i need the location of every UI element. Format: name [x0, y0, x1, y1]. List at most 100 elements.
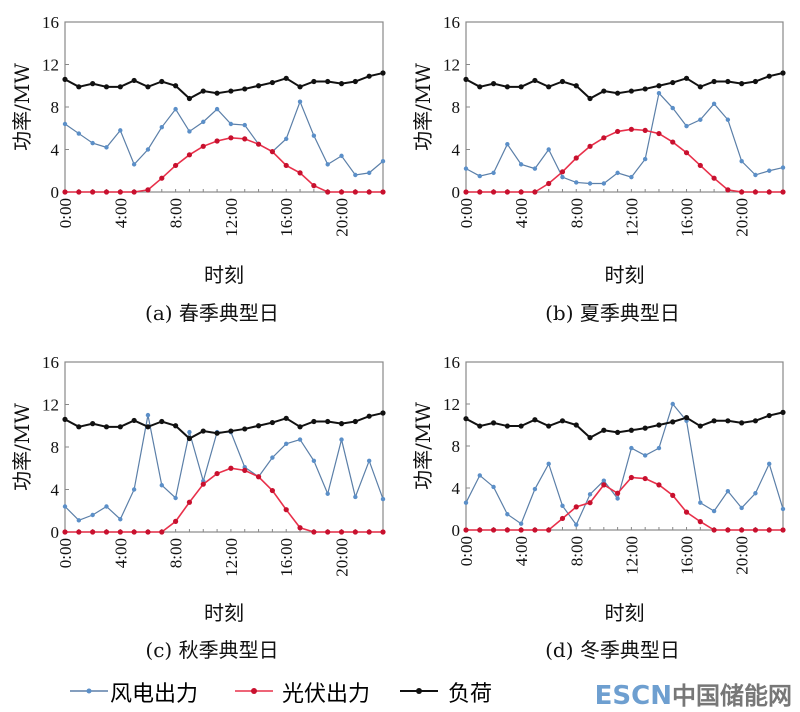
pv-data-point	[697, 162, 703, 169]
pv-data-point	[752, 527, 759, 533]
load-data-point	[103, 424, 110, 430]
load-data-point	[518, 423, 524, 429]
load-data-point	[311, 418, 317, 425]
x-axis-label: 时刻	[204, 263, 244, 287]
pv-data-point	[725, 187, 731, 193]
load-data-point	[242, 86, 248, 92]
wind-data-point	[76, 518, 82, 523]
wind-data-point	[145, 147, 151, 152]
wind-data-point	[560, 174, 565, 180]
pv-data-point	[532, 527, 538, 533]
y-tick-label: 12	[443, 395, 460, 414]
wind-data-point	[780, 165, 786, 170]
wind-data-point	[366, 170, 372, 176]
load-data-point	[214, 430, 220, 436]
pv-data-point	[656, 130, 662, 137]
pv-data-point	[228, 135, 234, 141]
pv-data-point	[490, 527, 497, 533]
load-data-point	[117, 84, 123, 90]
load-data-point	[145, 84, 151, 90]
wind-data-point	[463, 500, 469, 505]
wind-data-point	[104, 145, 109, 150]
wind-data-point	[656, 445, 662, 451]
pv-data-point	[186, 152, 193, 158]
wind-data-point	[587, 492, 593, 497]
panel-caption: (a) 春季典型日	[145, 301, 279, 325]
pv-data-point	[214, 470, 220, 477]
pv-data-point	[283, 507, 289, 513]
pv-data-point	[559, 169, 566, 175]
wind-data-point	[518, 521, 524, 526]
load-data-point	[173, 423, 179, 429]
pv-data-point	[490, 189, 497, 195]
y-tick-label: 4	[51, 481, 60, 500]
load-data-point	[697, 423, 703, 429]
wind-data-point	[284, 136, 289, 142]
load-data-point	[615, 429, 621, 435]
pv-data-point	[711, 527, 717, 533]
wind-data-point	[587, 181, 593, 186]
pv-data-point	[131, 189, 137, 195]
pv-data-point	[311, 529, 317, 535]
wind-data-point	[187, 129, 192, 134]
load-data-point	[504, 423, 510, 429]
pv-data-point	[255, 474, 262, 480]
wind-data-point	[173, 495, 178, 501]
plot-frame	[64, 361, 384, 533]
load-data-point	[366, 73, 372, 79]
wind-data-point	[698, 117, 703, 122]
pv-data-point	[255, 141, 262, 147]
wind-data-point	[353, 172, 358, 178]
load-data-point	[311, 78, 317, 85]
load-series-line	[64, 412, 384, 440]
wind-data-point	[629, 445, 634, 451]
panel-c: 0 4 8 12 16 0:00 4:00 8:00 12:00 16:00 20:00 功率/MW 时…	[10, 353, 386, 662]
load-data-point	[642, 425, 648, 431]
wind-data-point	[380, 158, 386, 164]
x-tick-label: 8:00	[567, 198, 586, 228]
load-data-point	[739, 420, 745, 426]
plot-frame	[64, 21, 384, 193]
wind-data-point	[725, 488, 731, 494]
pv-data-point	[338, 529, 345, 535]
wind-data-point	[767, 461, 772, 467]
pv-data-point	[145, 187, 151, 193]
load-data-point	[200, 428, 206, 434]
pv-data-point	[366, 529, 372, 535]
legend-pv-label: 光伏出力	[282, 682, 371, 707]
wind-data-point	[532, 166, 538, 171]
wind-data-point	[118, 517, 123, 522]
pv-data-point	[559, 515, 566, 522]
load-data-point	[587, 435, 593, 441]
wind-data-point	[159, 483, 164, 488]
x-axis-label: 时刻	[605, 601, 645, 625]
wind-data-point	[325, 491, 330, 496]
pv-data-point	[117, 529, 123, 535]
wind-data-point	[297, 99, 303, 104]
pv-data-point	[628, 126, 634, 132]
y-axis-label: 功率/MW	[411, 402, 435, 490]
pv-data-point	[463, 189, 469, 195]
wind-data-point	[546, 461, 551, 467]
pv-data-point	[62, 189, 68, 195]
wind-data-point	[560, 503, 565, 509]
pv-data-point	[62, 529, 68, 535]
y-axis-label: 功率/MW	[10, 403, 34, 491]
pv-data-point	[587, 143, 593, 149]
load-data-point	[656, 83, 662, 89]
pv-data-point	[739, 189, 745, 195]
pv-data-point	[532, 189, 538, 195]
wind-data-point	[131, 162, 137, 167]
pv-data-point	[766, 189, 772, 195]
pv-data-point	[117, 189, 123, 195]
wind-data-point	[366, 458, 372, 464]
pv-data-point	[145, 529, 151, 535]
pv-data-point	[601, 135, 607, 141]
y-tick-label: 4	[452, 141, 461, 160]
wind-data-point	[325, 162, 330, 167]
wind-data-point	[118, 128, 123, 133]
pv-data-point	[173, 518, 179, 524]
x-tick-label: 0:00	[56, 538, 75, 568]
pv-data-point	[159, 529, 165, 535]
x-tick-label: 16:00	[277, 198, 296, 237]
